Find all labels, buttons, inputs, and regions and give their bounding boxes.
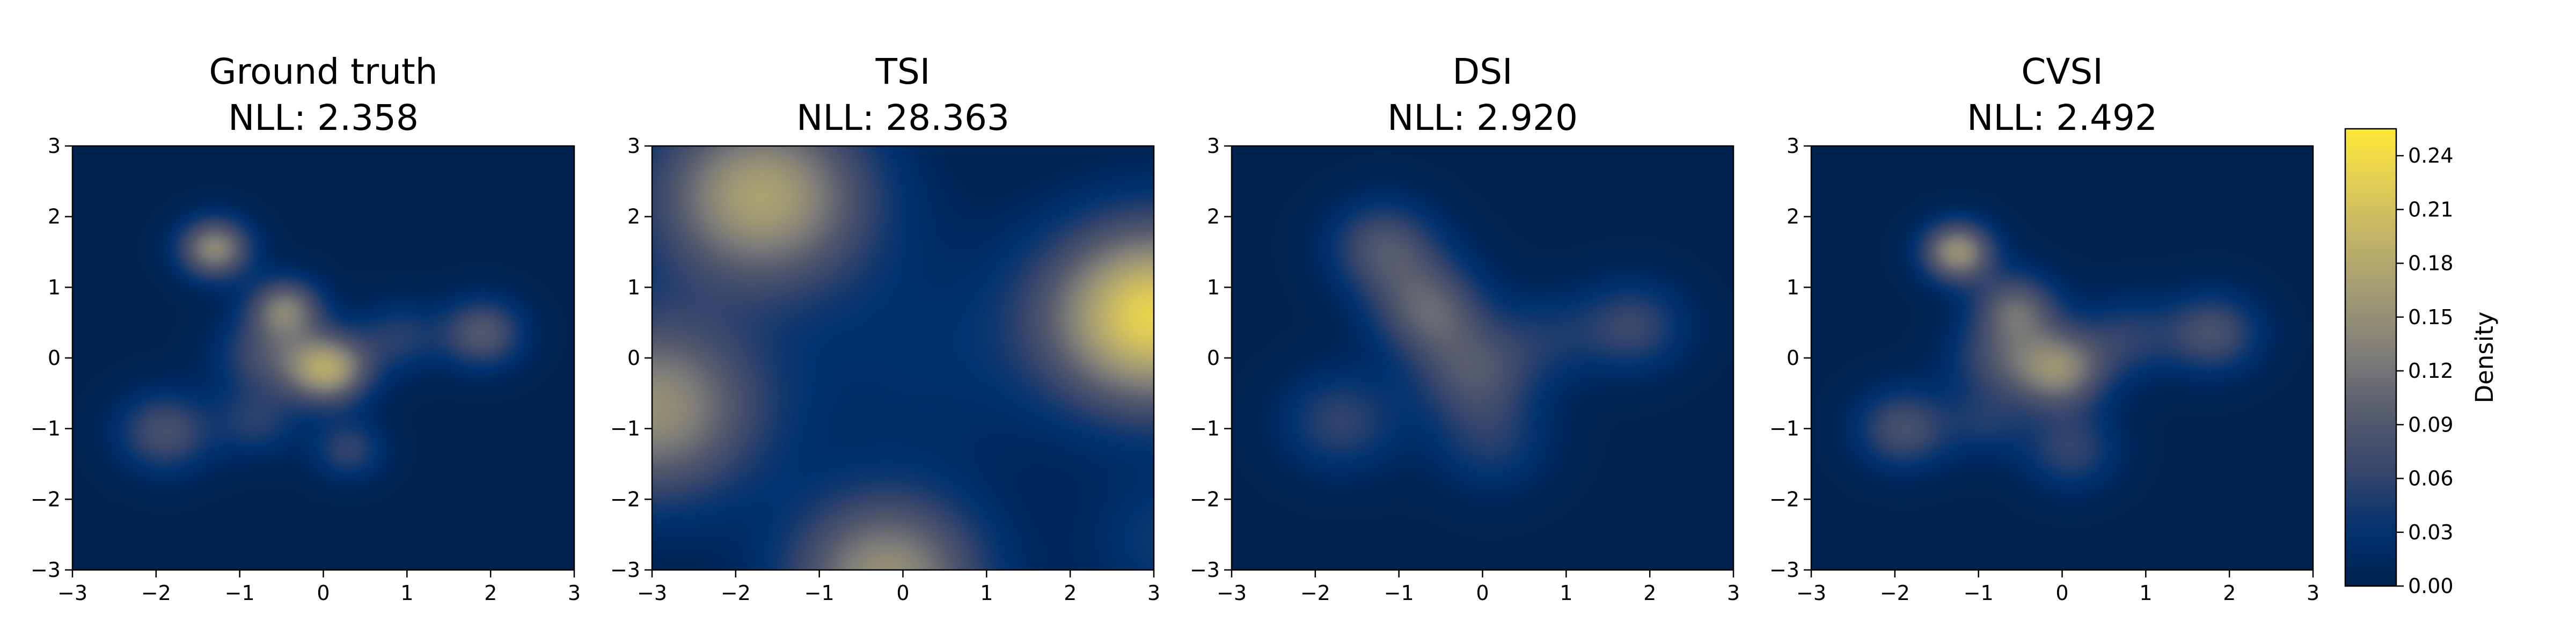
y-tick-label: 1 [1207, 275, 1220, 299]
x-tick-label: 0 [2055, 581, 2068, 605]
density-heatmap [1232, 146, 1733, 570]
colorbar: 0.00 0.03 0.06 0.09 0.12 0.15 0.18 0.21 0.24 Dens… [2344, 128, 2499, 598]
x-tick-label: 3 [1727, 581, 1740, 605]
x-tick-label: −1 [1964, 581, 1994, 605]
y-tick-label: −1 [1769, 417, 1799, 441]
x-tick-label: −2 [1300, 581, 1330, 605]
y-tick-label: 2 [48, 205, 61, 229]
y-tick-label: −1 [610, 417, 640, 441]
x-tick-label: 1 [2139, 581, 2152, 605]
y-tick-label: −3 [31, 558, 61, 582]
x-tick-label: −2 [1880, 581, 1910, 605]
colorbar-tick-label: 0.24 [2408, 144, 2454, 167]
x-tick-label: 2 [484, 581, 497, 605]
panel-nll-score: NLL: 28.363 [796, 97, 1009, 138]
y-tick-label: 2 [1207, 205, 1220, 229]
x-tick-label: 1 [400, 581, 413, 605]
panel-title: DSI [1452, 51, 1512, 92]
y-tick-label: −3 [1769, 558, 1799, 582]
x-tick-label: −3 [57, 581, 87, 605]
colorbar-tick-label: 0.00 [2408, 574, 2454, 598]
panel-title: TSI [875, 51, 931, 92]
x-tick-label: −3 [637, 581, 667, 605]
panel-nll-score: NLL: 2.920 [1387, 97, 1578, 138]
panel-cvsi: CVSI NLL: 2.492 −3 −2 −1 0 1 2 3 −3 −2 −1 0 1 2 3 [1769, 51, 2319, 605]
y-tick-label: 0 [48, 346, 61, 370]
x-tick-label: −2 [721, 581, 751, 605]
x-tick-label: 0 [1476, 581, 1489, 605]
x-tick-label: 2 [1064, 581, 1077, 605]
colorbar-label: Density [2470, 311, 2499, 403]
x-tick-label: −1 [1384, 581, 1414, 605]
x-tick-label: 0 [317, 581, 330, 605]
y-tick-label: −2 [610, 487, 640, 511]
density-heatmap [72, 146, 574, 570]
panel-title: CVSI [2021, 51, 2103, 92]
colorbar-tick-label: 0.21 [2408, 197, 2454, 221]
x-tick-label: −3 [1796, 581, 1826, 605]
x-tick-label: −1 [225, 581, 255, 605]
density-heatmap [1811, 146, 2313, 570]
x-tick-label: 3 [2307, 581, 2319, 605]
x-tick-label: 3 [568, 581, 581, 605]
colorbar-tick-label: 0.15 [2408, 305, 2454, 329]
panel-title: Ground truth [209, 51, 437, 92]
panel-ground-truth: Ground truth NLL: 2.358 −3 −2 −1 0 1 2 3 −3 −2 −1 0 1… [31, 51, 581, 605]
y-tick-label: 1 [48, 275, 61, 299]
x-tick-label: −2 [141, 581, 171, 605]
y-tick-label: −2 [1190, 487, 1220, 511]
y-tick-label: 3 [627, 134, 640, 158]
x-tick-label: −3 [1217, 581, 1247, 605]
y-tick-label: −3 [1190, 558, 1220, 582]
x-tick-label: 2 [1643, 581, 1656, 605]
panel-dsi: DSI NLL: 2.920 −3 −2 −1 0 1 2 3 −3 −2 −1 0 1 2 3 [1190, 51, 1740, 605]
y-tick-label: 3 [1207, 134, 1220, 158]
colorbar-tick-label: 0.03 [2408, 521, 2454, 544]
y-tick-label: 0 [1207, 346, 1220, 370]
x-tick-label: 2 [2223, 581, 2236, 605]
x-tick-label: 1 [1560, 581, 1572, 605]
x-tick-label: 1 [980, 581, 993, 605]
y-tick-label: 2 [1787, 205, 1799, 229]
colorbar-tick-label: 0.12 [2408, 359, 2454, 383]
y-tick-label: 3 [1787, 134, 1799, 158]
y-tick-label: 1 [627, 275, 640, 299]
y-tick-label: −1 [1190, 417, 1220, 441]
y-tick-label: 0 [627, 346, 640, 370]
panel-tsi: TSI NLL: 28.363 −3 −2 −1 0 1 2 3 −3 −2 −1 0 1 2 3 [610, 51, 1160, 605]
x-tick-label: 3 [1147, 581, 1160, 605]
y-tick-label: −2 [31, 487, 61, 511]
colorbar-tick-label: 0.09 [2408, 413, 2454, 436]
y-tick-label: 0 [1787, 346, 1799, 370]
x-tick-label: 0 [896, 581, 909, 605]
density-heatmap [652, 146, 1154, 570]
y-tick-label: 3 [48, 134, 61, 158]
y-tick-label: −2 [1769, 487, 1799, 511]
colorbar-tick-label: 0.18 [2408, 252, 2454, 275]
y-tick-label: −3 [610, 558, 640, 582]
colorbar-tick-label: 0.06 [2408, 467, 2454, 491]
x-tick-label: −1 [804, 581, 835, 605]
panel-nll-score: NLL: 2.492 [1967, 97, 2157, 138]
y-tick-label: 1 [1787, 275, 1799, 299]
y-tick-label: 2 [627, 205, 640, 229]
colorbar-gradient [2344, 128, 2397, 587]
y-tick-label: −1 [31, 417, 61, 441]
panel-nll-score: NLL: 2.358 [228, 97, 419, 138]
